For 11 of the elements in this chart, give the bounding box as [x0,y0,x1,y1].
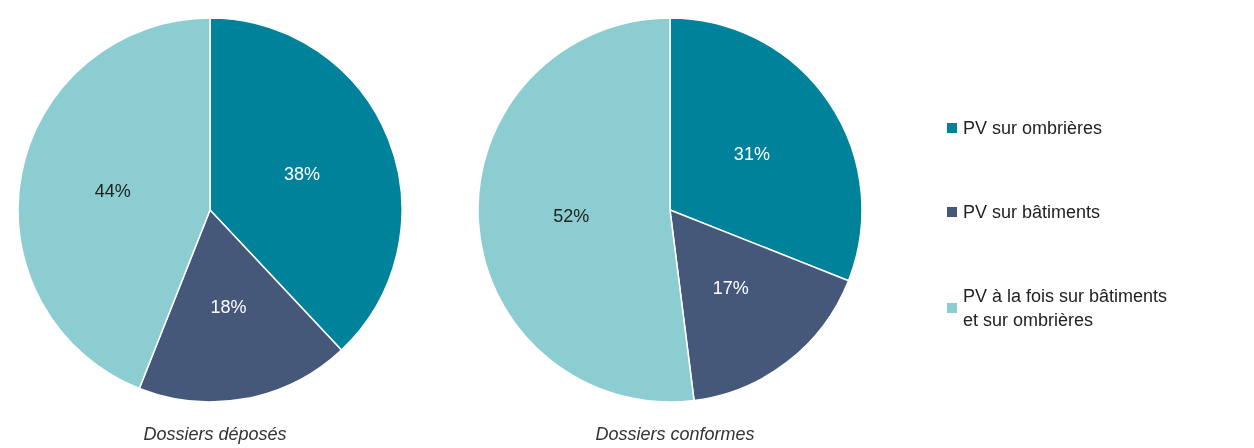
data-label: 17% [712,278,749,299]
data-label: 52% [553,206,590,227]
legend-label: PV sur bâtiments [963,202,1101,222]
data-label: 18% [210,297,247,318]
legend-label: PV à la fois sur bâtiments et sur ombrières [963,286,1173,330]
legend-label: PV sur ombrières [963,118,1103,138]
text: Dossiers déposés [143,424,287,444]
data-label: 38% [284,163,321,184]
data-label: 44% [94,181,131,202]
text: Dossiers conformes [595,424,755,444]
data-label: 31% [733,144,770,165]
